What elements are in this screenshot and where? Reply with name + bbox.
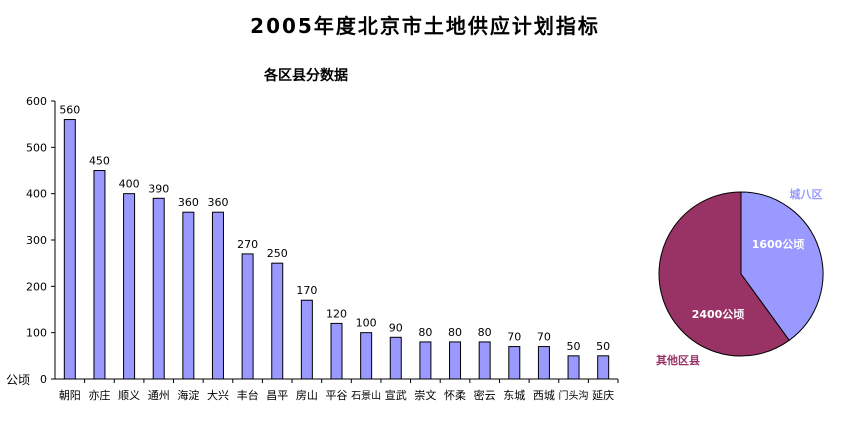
bar-value-label: 450 <box>89 155 110 168</box>
pie-slice-name-label: 城八区 <box>790 187 823 201</box>
bar-value-label: 170 <box>296 284 317 297</box>
x-tick-label: 昌平 <box>266 389 288 402</box>
x-tick-label: 顺义 <box>118 389 140 402</box>
x-tick-label: 延庆 <box>592 388 614 402</box>
bar-value-label: 360 <box>207 196 228 209</box>
bar-value-label: 400 <box>119 178 140 191</box>
x-tick-label: 朝阳 <box>59 389 81 402</box>
bar <box>330 322 343 380</box>
bar <box>449 341 462 380</box>
bar <box>419 341 432 380</box>
pie-slice <box>658 191 790 357</box>
x-tick-label: 房山 <box>296 389 318 402</box>
bar <box>389 336 402 380</box>
x-tick-label: 宣武 <box>385 388 407 402</box>
bar-value-label: 270 <box>237 238 258 251</box>
x-tick-label: 崇文 <box>414 388 436 402</box>
x-tick-label: 平谷 <box>326 389 348 402</box>
x-tick-label: 丰台 <box>237 388 259 402</box>
bar <box>93 170 106 380</box>
bar <box>567 355 580 380</box>
y-tick-label: 600 <box>26 95 47 108</box>
bar <box>300 299 313 380</box>
bar-chart-title: 各区县分数据 <box>263 67 348 84</box>
bar <box>597 355 610 380</box>
x-tick-label: 通州 <box>148 389 170 402</box>
bar <box>241 253 254 380</box>
pie-slice-value-label: 1600公顷 <box>752 238 805 251</box>
bar-value-label: 50 <box>567 340 581 353</box>
y-tick-label: 300 <box>26 234 47 247</box>
bar-value-label: 560 <box>59 104 80 117</box>
bar-value-label: 80 <box>448 326 462 339</box>
x-tick-label: 亦庄 <box>88 388 110 402</box>
page-title: 2005年度北京市土地供应计划指标 <box>250 14 600 38</box>
bar-value-label: 50 <box>596 340 610 353</box>
pie-slice-name-label: 其他区县 <box>656 353 700 367</box>
x-tick-label: 石景山 <box>351 390 381 402</box>
bar <box>271 262 284 380</box>
bar-value-label: 90 <box>389 321 403 334</box>
bar <box>152 197 165 380</box>
bar <box>360 332 373 380</box>
bar <box>63 119 76 380</box>
y-tick-label: 0 <box>40 373 47 386</box>
bar-value-label: 390 <box>148 182 169 195</box>
x-tick-label: 大兴 <box>207 388 229 402</box>
x-tick-label: 密云 <box>474 388 496 402</box>
bar-value-label: 70 <box>507 331 521 344</box>
x-tick-label: 怀柔 <box>444 389 466 402</box>
y-tick-label: 200 <box>26 280 47 293</box>
x-tick-label: 门头沟 <box>559 389 589 402</box>
x-tick-label: 东城 <box>503 389 525 402</box>
y-tick-label: 400 <box>26 188 47 201</box>
pie-slice <box>740 191 824 342</box>
bar-chart: 各区县分数据 0 100 200 300 400 500 600 公顷 560 朝阳 450 亦庄 400… <box>6 67 619 402</box>
bar <box>182 211 195 380</box>
y-tick-label: 100 <box>26 327 47 340</box>
y-tick-label: 500 <box>26 141 47 154</box>
bar-value-label: 100 <box>356 317 377 330</box>
bar <box>123 193 136 380</box>
bar <box>537 346 550 380</box>
bar-value-label: 70 <box>537 331 551 344</box>
y-axis-unit-label: 公顷 <box>6 373 30 387</box>
bar-value-label: 80 <box>478 326 492 339</box>
bar-value-label: 250 <box>267 247 288 260</box>
pie-slice-value-label: 2400公顷 <box>692 308 745 321</box>
bar-value-label: 80 <box>418 326 432 339</box>
bar-value-label: 120 <box>326 307 347 320</box>
bar <box>508 346 521 380</box>
x-tick-label: 西城 <box>533 389 555 402</box>
x-tick-label: 海淀 <box>177 388 199 402</box>
bar-value-label: 360 <box>178 196 199 209</box>
bar <box>211 211 224 380</box>
bar <box>478 341 491 380</box>
